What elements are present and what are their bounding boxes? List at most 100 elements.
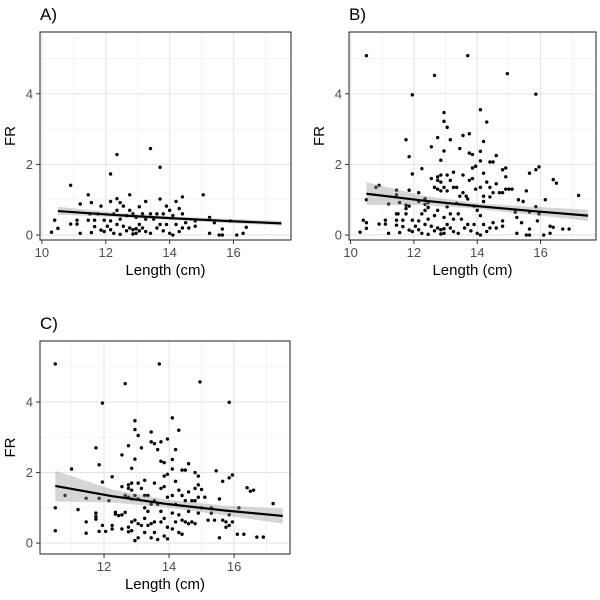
data-point (488, 226, 492, 230)
data-point (133, 418, 137, 423)
data-point (78, 231, 82, 235)
data-point (180, 226, 185, 230)
data-point (442, 119, 446, 124)
data-point (193, 486, 197, 491)
data-point (377, 222, 381, 226)
x-tick-label: 12 (407, 245, 421, 260)
data-point (410, 93, 415, 97)
data-point (207, 215, 212, 220)
data-point (159, 486, 163, 491)
data-point (126, 530, 131, 534)
data-point (456, 231, 460, 235)
data-point (377, 183, 381, 187)
data-point (115, 222, 119, 227)
data-point (162, 484, 166, 489)
data-point (162, 460, 166, 465)
data-point (161, 229, 165, 233)
data-point (224, 525, 228, 529)
data-point (121, 224, 126, 228)
data-point (177, 428, 181, 432)
data-point (97, 529, 101, 534)
data-point (108, 219, 113, 223)
data-point (186, 521, 191, 526)
data-point (420, 212, 424, 216)
x-tick-label: 14 (470, 245, 484, 260)
data-point (475, 231, 479, 235)
data-point (103, 529, 108, 534)
data-point (491, 160, 495, 164)
y-axis-title: FR (2, 126, 19, 146)
data-point (118, 232, 122, 237)
data-point (420, 166, 424, 171)
data-point (442, 231, 446, 235)
y-axis-title: FR (311, 126, 328, 146)
data-point (500, 224, 505, 228)
data-point (152, 481, 157, 485)
data-point (89, 230, 94, 235)
data-point (466, 222, 470, 227)
data-point (448, 212, 453, 216)
data-point (177, 530, 181, 535)
data-point (473, 164, 478, 168)
data-point (478, 107, 483, 112)
data-point (442, 110, 446, 115)
data-point (442, 226, 446, 231)
data-point (534, 168, 538, 172)
data-point (126, 483, 131, 487)
data-point (221, 479, 225, 484)
data-point (128, 226, 132, 230)
data-point (148, 212, 153, 216)
data-point (180, 532, 184, 536)
data-point (177, 229, 181, 234)
data-point (507, 187, 511, 191)
data-point (133, 457, 137, 461)
data-point (416, 190, 421, 195)
data-point (548, 231, 552, 235)
data-point (475, 208, 479, 213)
data-point (500, 168, 505, 172)
data-point (241, 231, 245, 235)
data-point (214, 469, 218, 473)
data-point (485, 120, 489, 124)
data-point (84, 496, 88, 500)
data-point (198, 380, 202, 384)
x-tick-label: 14 (162, 559, 176, 574)
data-point (149, 430, 153, 434)
data-point (146, 493, 150, 498)
data-point (159, 509, 163, 514)
data-point (235, 532, 240, 536)
data-point (227, 523, 231, 528)
data-point (92, 218, 97, 222)
data-point (144, 199, 148, 204)
data-point (173, 447, 178, 452)
data-point (171, 213, 175, 218)
data-point (146, 509, 150, 514)
data-point (515, 231, 519, 235)
data-point (174, 222, 178, 227)
data-point (162, 534, 166, 538)
data-point (129, 466, 134, 471)
data-point (158, 165, 162, 169)
data-point (516, 198, 521, 202)
data-point (576, 193, 581, 198)
data-point (364, 220, 369, 225)
data-point (491, 190, 495, 195)
data-point (140, 212, 145, 216)
data-point (162, 516, 166, 521)
data-point (245, 486, 249, 490)
data-point (167, 208, 172, 213)
data-point (155, 537, 160, 542)
data-point (86, 193, 90, 197)
data-point (76, 507, 80, 512)
data-point (115, 196, 119, 201)
data-point (207, 231, 212, 235)
data-point (152, 441, 157, 446)
data-point (113, 512, 118, 516)
data-point (155, 212, 159, 216)
data-point (432, 73, 437, 78)
data-point (467, 132, 472, 136)
data-point (86, 218, 90, 222)
data-point (432, 213, 437, 218)
data-point (155, 447, 160, 452)
